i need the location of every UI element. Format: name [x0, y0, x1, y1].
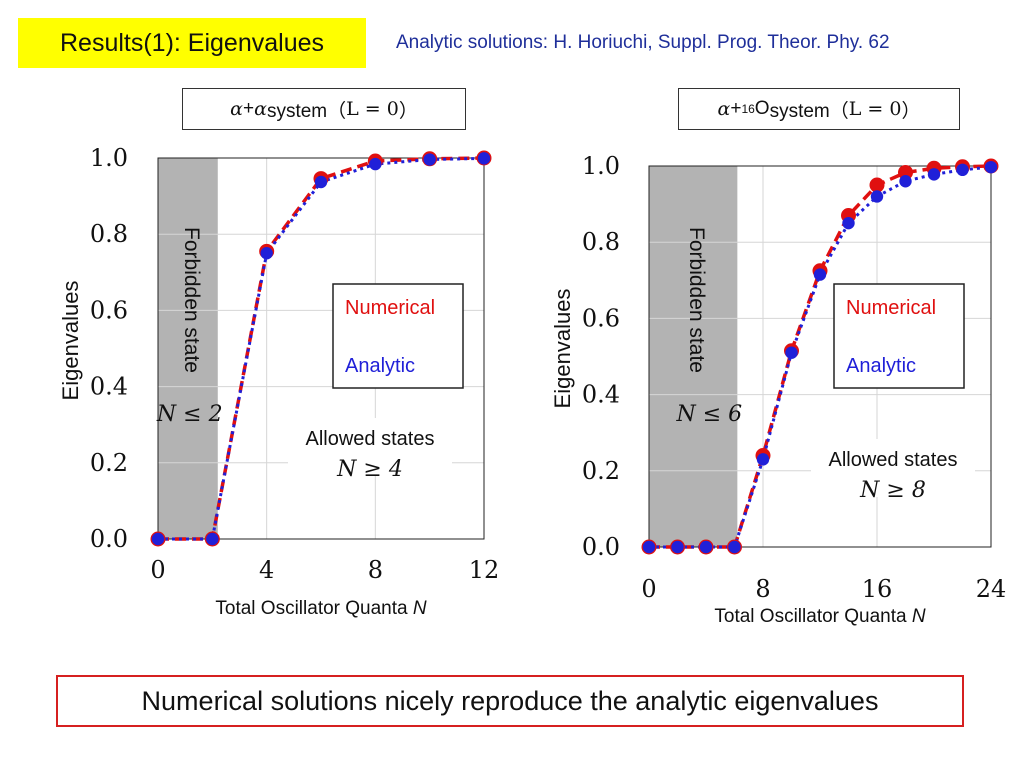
- chart2-legend-analytic: Analytic: [846, 355, 916, 377]
- chart1-forbidden-region: [158, 158, 218, 539]
- summary-box: Numerical solutions nicely reproduce the…: [56, 675, 964, 727]
- panel-title-close: ）: [398, 100, 418, 122]
- chart1-x-axis-label-var: N: [413, 598, 427, 619]
- slide-title: Results(1): Eigenvalues: [18, 18, 366, 68]
- panel-title-suffix: system（: [266, 100, 347, 122]
- panel-title-close: ）: [901, 100, 921, 122]
- chart2-numerical-point: [869, 177, 885, 193]
- chart1-ytick-label: 0.6: [90, 296, 128, 324]
- chart2-analytic-point: [671, 540, 684, 554]
- chart1-analytic-point: [423, 153, 436, 166]
- panel-title-nucleus: α: [254, 98, 267, 120]
- chart2-ytick-label: 0.8: [582, 228, 620, 256]
- chart1-legend-analytic: Analytic: [345, 355, 415, 377]
- chart1-legend-box: [332, 283, 464, 389]
- chart1-analytic-point: [369, 157, 382, 171]
- chart2-analytic-point: [642, 540, 656, 554]
- chart1-y-axis-label: Eigenvalues: [58, 281, 83, 401]
- chart1-allowed-condition: N ≥ 4: [336, 457, 403, 482]
- panel-title-math: L = 0: [848, 98, 902, 120]
- chart1-xtick-label: 4: [259, 556, 274, 584]
- chart1-forbidden-condition: N ≤ 2: [156, 402, 223, 427]
- chart2-forbidden-condition: N ≤ 6: [676, 402, 743, 427]
- chart2-analytic-point: [813, 268, 827, 281]
- chart1-x-axis-label: Total Oscillator Quanta N: [215, 598, 426, 619]
- chart2-analytic-point: [699, 540, 713, 554]
- chart1-xtick-label: 0: [150, 556, 165, 584]
- chart2-analytic-point: [984, 160, 998, 174]
- chart1-analytic-point: [151, 532, 165, 546]
- chart1-allowed-label: Allowed states: [306, 428, 435, 450]
- chart2-xtick-label: 16: [862, 575, 893, 603]
- chart2-analytic-point: [956, 163, 969, 177]
- chart1-xtick-label: 12: [469, 556, 500, 584]
- panel-title-mass: 16: [741, 102, 755, 116]
- chart1-ytick-label: 0.0: [90, 525, 128, 553]
- chart1-analytic-point: [260, 247, 273, 260]
- chart2-forbidden-region: [649, 166, 738, 547]
- chart2-analytic-point: [728, 540, 741, 554]
- chart1-analytic-point: [206, 532, 219, 546]
- chart1-legend-numerical: Numerical: [345, 297, 435, 319]
- chart2-allowed-condition: N ≥ 8: [859, 478, 926, 503]
- chart2-ytick-label: 0.4: [582, 381, 620, 409]
- chart2-xtick-label: 0: [641, 575, 656, 603]
- chart2-analytic-point: [927, 168, 941, 181]
- chart1-ytick-label: 0.2: [90, 449, 128, 477]
- chart1-xtick-label: 8: [368, 556, 383, 584]
- chart2-analytic-point: [899, 175, 912, 188]
- panel-title-plus: +: [730, 98, 742, 119]
- chart1-ytick-label: 0.8: [90, 220, 128, 248]
- chart2-legend-numerical: Numerical: [846, 297, 936, 319]
- panel-title-suffix: system（: [769, 100, 849, 122]
- chart2-plot-frame: [648, 165, 992, 548]
- panel-title-plus: +: [242, 98, 255, 119]
- chart2-xtick-label: 24: [976, 575, 1007, 603]
- chart2-analytic-point: [756, 453, 770, 466]
- chart2-analytic-point: [785, 346, 798, 359]
- chart2-xtick-label: 8: [755, 575, 770, 603]
- chart1-forbidden-label: Forbidden state: [180, 227, 203, 373]
- panel-title-prefix: α: [717, 98, 731, 120]
- chart1-analytic-point: [477, 152, 491, 165]
- chart2-x-axis-label: Total Oscillator Quanta N: [714, 606, 925, 627]
- panel-title-math: L = 0: [346, 98, 399, 120]
- chart2-numerical-point: [898, 164, 913, 180]
- panel-title-alpha-alpha: α + α system（ L = 0）: [182, 88, 466, 130]
- chart1-plot-frame: [157, 157, 485, 540]
- chart1-ytick-label: 1.0: [90, 144, 128, 172]
- chart2-ytick-label: 0.2: [582, 457, 620, 485]
- chart2-allowed-backing: [811, 439, 975, 497]
- chart2-forbidden-label: Forbidden state: [685, 227, 708, 373]
- summary-text: Numerical solutions nicely reproduce the…: [141, 685, 879, 716]
- chart2-ytick-label: 1.0: [582, 152, 620, 180]
- chart2-ytick-label: 0.6: [582, 304, 620, 332]
- chart1-analytic-point: [314, 175, 328, 189]
- chart1-allowed-backing: [288, 418, 452, 476]
- chart2-x-axis-label-var: N: [912, 606, 926, 627]
- citation: Analytic solutions: H. Horiuchi, Suppl. …: [396, 32, 890, 53]
- chart2-analytic-point: [842, 216, 855, 230]
- chart1-ytick-label: 0.4: [90, 373, 128, 401]
- chart2-ytick-label: 0.0: [582, 533, 620, 561]
- panel-title-prefix: α: [230, 98, 243, 120]
- panel-title-alpha-o16: α + 16 O system（ L = 0）: [678, 88, 960, 130]
- chart2-allowed-label: Allowed states: [829, 449, 958, 471]
- chart2-analytic-point: [870, 190, 884, 203]
- chart2-y-axis-label: Eigenvalues: [550, 289, 575, 409]
- chart2-legend-box: [833, 283, 965, 389]
- panel-title-nucleus: O: [754, 98, 770, 119]
